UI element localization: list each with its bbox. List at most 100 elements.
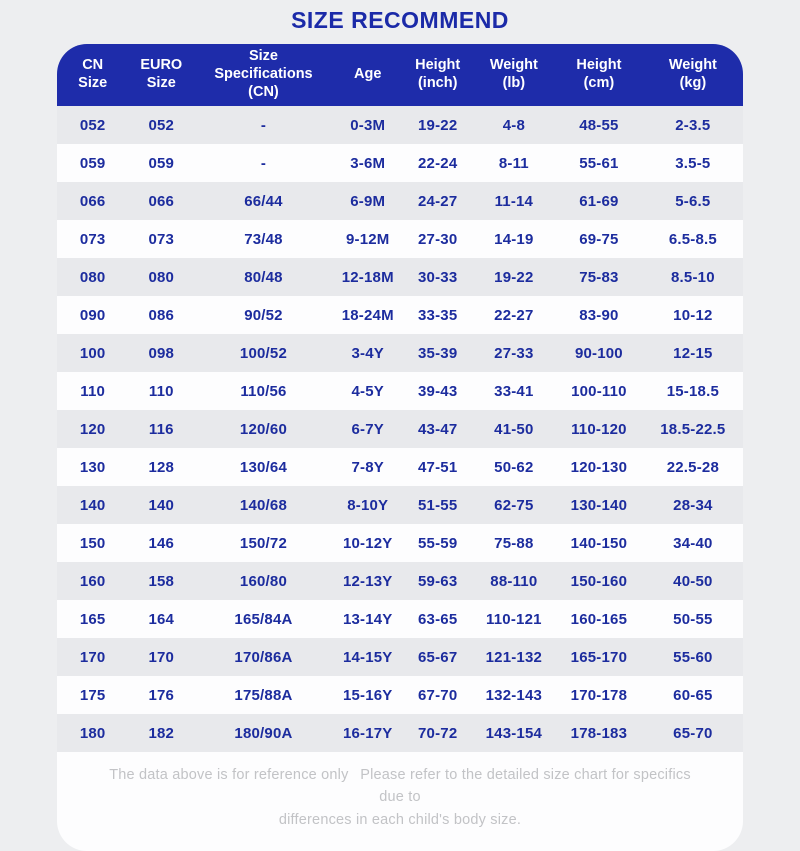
cell-age: 3-6M (350, 154, 386, 172)
disclaimer-line-1: The data above is for reference only Ple… (109, 767, 691, 806)
cell-age: 18-24M (341, 306, 394, 324)
cell-height-cm: 130-140 (570, 496, 628, 514)
disclaimer-line-2: differences in each child's body size. (278, 811, 522, 828)
table-row: 073 073 73/48 9-12M 27-30 14-19 69-75 6.5-8.5 (57, 220, 743, 258)
cell-size-specifications: 140/68 (239, 496, 288, 514)
table-row: 180 182 180/90A 16-17Y 70-72 143-154 178-183 65… (57, 714, 743, 752)
header-cell-cn-size: CN Size (78, 57, 108, 91)
cell-size-specifications: 130/64 (239, 458, 288, 476)
header-cell-size-specifications: Size Specifications (CN) (214, 48, 313, 100)
cell-euro-size: 059 (148, 154, 175, 172)
cell-size-specifications: 80/48 (244, 268, 283, 286)
table-header-row: CN Size EURO Size Size Specifications (C… (57, 44, 743, 106)
cell-weight-kg: 28-34 (673, 496, 713, 514)
header-cell-height-inch: Height (inch) (415, 57, 461, 91)
cell-weight-kg: 34-40 (673, 534, 713, 552)
cell-height-cm: 55-61 (579, 154, 619, 172)
cell-euro-size: 052 (148, 116, 175, 134)
cell-height-inch: 19-22 (418, 116, 458, 134)
cell-age: 12-13Y (342, 572, 393, 590)
cell-height-inch: 27-30 (418, 230, 458, 248)
cell-height-inch: 22-24 (418, 154, 458, 172)
cell-height-cm: 170-178 (570, 686, 628, 704)
disclaimer: The data above is for reference only Ple… (57, 752, 743, 851)
cell-weight-kg: 2-3.5 (675, 116, 711, 134)
table-row: 130 128 130/64 7-8Y 47-51 50-62 120-130 22.5-28 (57, 448, 743, 486)
table-row: 140 140 140/68 8-10Y 51-55 62-75 130-140 28-34 (57, 486, 743, 524)
cell-height-inch: 43-47 (418, 420, 458, 438)
cell-height-cm: 140-150 (570, 534, 628, 552)
cell-weight-lb: 143-154 (485, 724, 543, 742)
cell-weight-kg: 22.5-28 (666, 458, 719, 476)
cell-weight-kg: 60-65 (673, 686, 713, 704)
cell-weight-kg: 6.5-8.5 (668, 230, 717, 248)
cell-size-specifications: 175/88A (234, 686, 293, 704)
table-row: 175 176 175/88A 15-16Y 67-70 132-143 170-178 60… (57, 676, 743, 714)
cell-weight-lb: 11-14 (494, 192, 534, 210)
cell-size-specifications: - (260, 154, 267, 172)
cell-weight-kg: 18.5-22.5 (660, 420, 726, 438)
cell-height-cm: 83-90 (579, 306, 619, 324)
cell-height-inch: 55-59 (418, 534, 458, 552)
cell-size-specifications: 165/84A (234, 610, 293, 628)
header-cell-weight-kg: Weight (kg) (668, 57, 717, 91)
table-row: 110 110 110/56 4-5Y 39-43 33-41 100-110 15-18.5 (57, 372, 743, 410)
table-row: 059 059 - 3-6M 22-24 8-11 55-61 3.5-5 (57, 144, 743, 182)
cell-cn-size: 150 (79, 534, 106, 552)
cell-age: 13-14Y (342, 610, 393, 628)
cell-age: 6-9M (350, 192, 386, 210)
cell-weight-lb: 132-143 (485, 686, 543, 704)
table-row: 120 116 120/60 6-7Y 43-47 41-50 110-120 18.5-22… (57, 410, 743, 448)
cell-cn-size: 160 (79, 572, 106, 590)
header-cell-weight-lb: Weight (lb) (489, 57, 538, 91)
cell-weight-kg: 55-60 (673, 648, 713, 666)
cell-size-specifications: 66/44 (244, 192, 283, 210)
cell-weight-lb: 27-33 (494, 344, 534, 362)
table-row: 170 170 170/86A 14-15Y 65-67 121-132 165-170 55… (57, 638, 743, 676)
cell-cn-size: 052 (79, 116, 106, 134)
cell-cn-size: 059 (79, 154, 106, 172)
cell-cn-size: 120 (79, 420, 106, 438)
table-row: 052 052 - 0-3M 19-22 4-8 48-55 2-3.5 (57, 106, 743, 144)
cell-size-specifications: 180/90A (234, 724, 293, 742)
cell-euro-size: 176 (148, 686, 175, 704)
cell-euro-size: 170 (148, 648, 175, 666)
cell-age: 9-12M (345, 230, 390, 248)
cell-weight-lb: 4-8 (502, 116, 525, 134)
cell-height-cm: 100-110 (571, 382, 627, 400)
cell-size-specifications: 170/86A (234, 648, 293, 666)
cell-weight-lb: 62-75 (494, 496, 534, 514)
cell-height-cm: 178-183 (570, 724, 628, 742)
cell-height-inch: 59-63 (418, 572, 458, 590)
cell-age: 15-16Y (342, 686, 393, 704)
cell-height-cm: 150-160 (570, 572, 628, 590)
cell-size-specifications: 90/52 (244, 306, 283, 324)
size-table: CN Size EURO Size Size Specifications (C… (57, 44, 743, 851)
cell-weight-kg: 10-12 (673, 306, 713, 324)
cell-euro-size: 182 (148, 724, 175, 742)
cell-height-inch: 33-35 (418, 306, 458, 324)
cell-euro-size: 140 (148, 496, 175, 514)
cell-weight-lb: 22-27 (494, 306, 534, 324)
table-row: 090 086 90/52 18-24M 33-35 22-27 83-90 10-12 (57, 296, 743, 334)
cell-height-cm: 69-75 (579, 230, 619, 248)
cell-weight-lb: 75-88 (494, 534, 534, 552)
cell-height-cm: 160-165 (570, 610, 628, 628)
cell-height-cm: 90-100 (574, 344, 623, 362)
cell-size-specifications: 150/72 (239, 534, 288, 552)
cell-height-inch: 65-67 (418, 648, 458, 666)
cell-age: 7-8Y (351, 458, 384, 476)
cell-height-cm: 75-83 (579, 268, 619, 286)
cell-weight-lb: 8-11 (498, 154, 529, 172)
page-title: SIZE RECOMMEND (291, 6, 509, 33)
cell-euro-size: 158 (148, 572, 175, 590)
table-row: 080 080 80/48 12-18M 30-33 19-22 75-83 8.5-10 (57, 258, 743, 296)
table-row: 160 158 160/80 12-13Y 59-63 88-110 150-160 40-5… (57, 562, 743, 600)
header-cell-euro-size: EURO Size (140, 57, 183, 91)
cell-cn-size: 073 (79, 230, 106, 248)
cell-cn-size: 170 (79, 648, 106, 666)
cell-height-inch: 30-33 (418, 268, 458, 286)
cell-euro-size: 164 (148, 610, 175, 628)
cell-age: 8-10Y (347, 496, 389, 514)
cell-height-inch: 35-39 (418, 344, 458, 362)
